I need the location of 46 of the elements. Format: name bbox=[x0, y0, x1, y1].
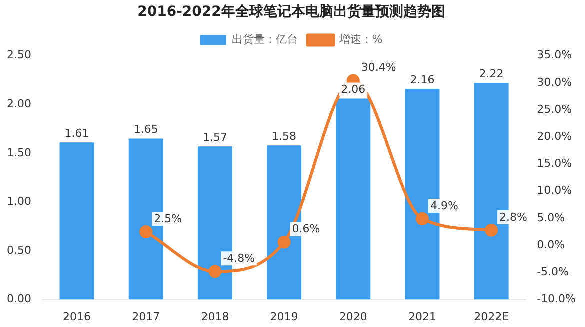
y2-tick-label: 15.0% bbox=[537, 157, 572, 170]
data-label: 1.57 bbox=[202, 130, 228, 144]
bar bbox=[336, 98, 371, 300]
x-tick-label: 2016 bbox=[63, 310, 92, 324]
y2-tick-label: -5.0% bbox=[537, 266, 570, 279]
y2-tick-label: 0.0% bbox=[537, 238, 566, 252]
legend-label: 出货量：亿台 bbox=[232, 33, 298, 46]
x-tick-label: 2022E bbox=[474, 310, 510, 324]
data-label: -4.8% bbox=[223, 252, 256, 265]
point bbox=[416, 212, 429, 226]
y2-tick-label: 30.0% bbox=[537, 76, 572, 89]
y-tick-label: 1.00 bbox=[6, 195, 32, 208]
y-tick-label: 2.50 bbox=[6, 48, 32, 62]
data-label: 2.8% bbox=[500, 210, 528, 224]
data-label: 1.61 bbox=[64, 127, 90, 140]
y-tick-label: 0.00 bbox=[6, 292, 32, 306]
y-tick-label: 0.50 bbox=[6, 244, 32, 257]
x-tick-label: 2021 bbox=[408, 310, 436, 324]
y2-tick-label: 10.0% bbox=[537, 184, 572, 198]
x-tick-label: 2018 bbox=[201, 310, 230, 324]
data-label: 1.65 bbox=[134, 123, 158, 136]
y2-tick-label: 5.0% bbox=[537, 211, 566, 224]
data-label: 1.58 bbox=[272, 130, 297, 143]
y-tick-label: 2.00 bbox=[6, 97, 32, 110]
data-label: 30.4% bbox=[361, 61, 396, 74]
data-label: 2.06 bbox=[341, 83, 366, 96]
point bbox=[278, 236, 291, 249]
data-label: 2.5% bbox=[154, 212, 182, 226]
data-label: 2.22 bbox=[479, 67, 504, 80]
x-tick-label: 2019 bbox=[270, 310, 298, 324]
legend-label: 增速：% bbox=[338, 33, 383, 46]
y2-tick-label: 20.0% bbox=[537, 130, 572, 143]
data-label: 2.16 bbox=[410, 73, 435, 86]
x-tick-label: 2020 bbox=[339, 310, 368, 324]
y2-tick-label: 25.0% bbox=[537, 102, 572, 116]
y2-tick-label: 35.0% bbox=[537, 48, 572, 62]
chart-title: 2016-2022年全球笔记本电脑出货量预测趋势图 bbox=[138, 3, 446, 20]
point bbox=[140, 226, 153, 239]
point bbox=[485, 224, 498, 237]
data-label: 4.9% bbox=[430, 199, 458, 212]
bar bbox=[60, 142, 94, 300]
point bbox=[208, 265, 222, 278]
y-tick-label: 1.50 bbox=[6, 146, 32, 160]
x-tick-label: 2017 bbox=[132, 310, 160, 324]
y2-tick-label: -10.0% bbox=[537, 292, 576, 306]
data-label: 0.6% bbox=[292, 222, 320, 236]
